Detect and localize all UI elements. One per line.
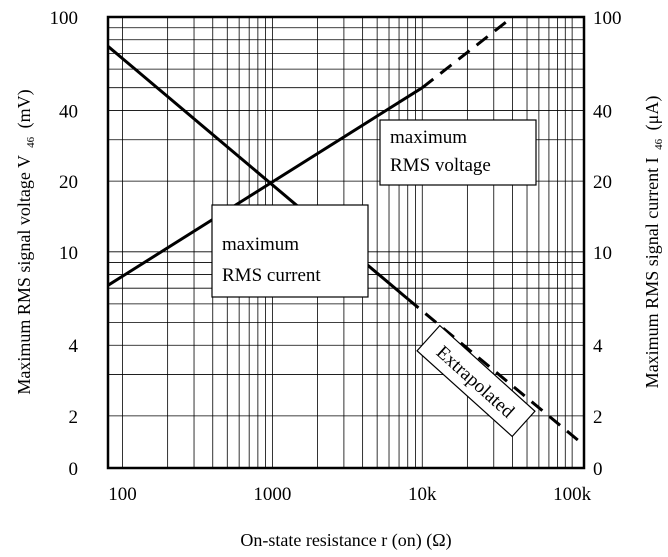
y-left-tick-label: 2 [69,407,79,428]
current-annotation: maximum RMS current [211,204,369,298]
y-left-tick-label: 100 [50,8,79,29]
plot-frame [106,15,586,470]
extrapolated-annotation-label: Extrapolated [432,342,519,423]
current-annotation-line1: maximum [222,234,299,255]
y-right-tick-label: 2 [593,407,603,428]
extrapolated-annotation: Extrapolated [416,324,536,438]
x-tick-label: 10k [408,484,437,505]
voltage-annotation-box [379,119,537,186]
y-right-axis-title: Maximum RMS signal current I 46 (μA) [642,96,666,389]
y-left-tick-label: 10 [59,243,78,264]
current-annotation-box [211,204,369,298]
voltage-annotation-line1: maximum [390,127,467,148]
series-voltage-extrapolated [421,15,514,89]
y-left-tick-label: 0 [69,459,79,480]
extrapolated-annotation-box [416,324,536,438]
y-right-tick-label: 20 [593,172,612,193]
y-right-tick-label: 0 [593,459,603,480]
x-axis-title: On-state resistance r (on) (Ω) [240,530,451,551]
series-current-extrapolated [406,297,585,447]
voltage-annotation-line2: RMS voltage [390,155,491,176]
x-tick-label: 1000 [253,484,291,505]
x-tick-label: 100 [108,484,137,505]
y-left-tick-label: 20 [59,172,78,193]
y-left-axis-title-unit: (mV) [14,89,35,128]
y-right-tick-label: 10 [593,243,612,264]
y-right-axis-title-subscript: 46 [653,138,665,150]
y-right-tick-label: 100 [593,8,622,29]
series-voltage-solid [107,86,424,287]
y-left-tick-label: 4 [69,336,79,357]
y-left-tick-label: 40 [59,101,78,122]
y-right-axis-title-main: Maximum RMS signal current I [642,157,662,388]
y-left-axis-title: Maximum RMS signal voltage V 46 (mV) [14,89,38,394]
y-left-axis-title-main: Maximum RMS signal voltage V [14,155,34,395]
voltage-annotation: maximum RMS voltage [379,119,537,186]
current-annotation-line2: RMS current [222,265,321,286]
x-tick-labels: 100 1000 10k 100k [108,484,591,505]
y-left-axis-title-subscript: 46 [25,136,37,148]
y-right-axis-title-unit: (μA) [642,96,663,131]
x-tick-label: 100k [553,484,592,505]
y-right-tick-label: 40 [593,101,612,122]
y-right-tick-label: 4 [593,336,603,357]
